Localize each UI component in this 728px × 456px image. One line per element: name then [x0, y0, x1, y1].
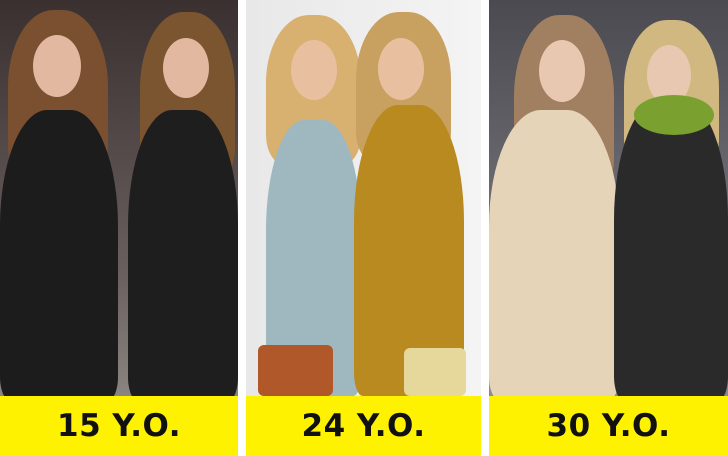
photo-twins-lace-bohemian-outfits — [489, 0, 728, 396]
caption-age: 15 Y.O. — [0, 396, 238, 456]
photo-twins-black-dresses — [0, 0, 238, 396]
panel-24: 24 Y.O. — [246, 0, 481, 456]
caption-age: 30 Y.O. — [489, 396, 728, 456]
panel-30: 30 Y.O. — [489, 0, 728, 456]
caption-age: 24 Y.O. — [246, 396, 481, 456]
photo-twins-blue-dress-gold-jacket — [246, 0, 481, 396]
panel-15: 15 Y.O. — [0, 0, 238, 456]
